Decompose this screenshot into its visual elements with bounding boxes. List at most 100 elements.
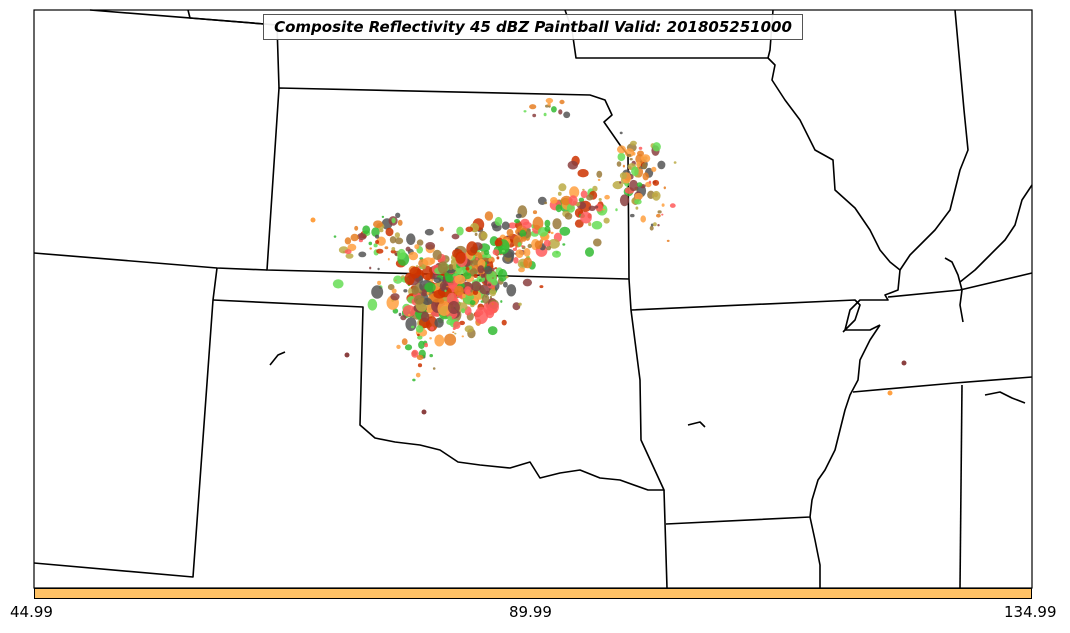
- paintball-blob: [377, 267, 380, 271]
- paintball-blob: [594, 205, 599, 209]
- paintball-blob: [371, 227, 380, 237]
- paintball-blob: [393, 275, 403, 284]
- paintball-blob: [390, 293, 400, 301]
- paintball-blob: [466, 241, 478, 256]
- paintball-blob: [462, 293, 466, 299]
- paintball-blob: [425, 242, 436, 250]
- paintball-blob: [650, 223, 654, 227]
- paintball-blob: [421, 265, 433, 281]
- paintball-blob: [559, 99, 565, 105]
- paintball-blob: [548, 238, 560, 249]
- paintball-blob: [488, 301, 499, 313]
- paintball-blob: [469, 300, 476, 306]
- paintball-blob: [369, 266, 372, 270]
- paintball-blob: [567, 160, 578, 170]
- paintball-blob: [416, 354, 424, 360]
- paintball-blob: [422, 297, 433, 306]
- paintball-blob: [523, 248, 531, 257]
- paintball-blob: [439, 281, 449, 292]
- paintball-blob: [354, 225, 359, 231]
- paintball-blob: [648, 180, 652, 184]
- paintball-blob: [452, 331, 455, 334]
- paintball-blob: [403, 289, 408, 293]
- paintball-blob: [512, 247, 518, 251]
- paintball-blob: [391, 217, 396, 224]
- paintball-blob: [629, 158, 633, 161]
- paintball-blob: [437, 261, 448, 275]
- paintball-blob: [465, 226, 474, 233]
- paintball-blob: [636, 161, 642, 167]
- paintball-speck: [310, 217, 316, 223]
- paintball-blob: [394, 252, 398, 256]
- paintball-blob: [497, 269, 508, 282]
- paintball-blob: [580, 211, 592, 224]
- paintball-blob: [454, 332, 457, 335]
- paintball-blob: [444, 289, 447, 293]
- paintball-blob: [602, 208, 605, 211]
- paintball-blob: [552, 250, 561, 258]
- paintball-blob: [453, 321, 461, 329]
- paintball-blob: [652, 179, 660, 186]
- paintball-blob: [375, 234, 380, 239]
- paintball-blob: [558, 183, 567, 192]
- paintball-blob: [344, 237, 352, 245]
- paintball-blob: [373, 243, 378, 248]
- paintball-blob: [448, 264, 454, 271]
- paintball-blob: [484, 211, 494, 221]
- paintball-blob: [394, 237, 404, 245]
- paintball-blob: [604, 194, 610, 200]
- paintball-blob: [673, 161, 677, 164]
- paintball-blob: [534, 240, 543, 250]
- colorbar-tick-max: 134.99: [1004, 603, 1057, 621]
- paintball-blob: [405, 246, 411, 252]
- paintball-blob: [479, 284, 491, 295]
- paintball-blob: [588, 222, 592, 227]
- paintball-blob: [652, 190, 661, 201]
- paintball-blob: [617, 152, 626, 162]
- paintball-blob: [367, 298, 378, 311]
- paintball-blob: [577, 169, 589, 178]
- paintball-blob: [396, 344, 401, 349]
- paintball-blob: [494, 216, 503, 226]
- paintball-blob: [622, 164, 626, 168]
- paintball-blob: [410, 325, 415, 329]
- paintball-blob: [384, 246, 389, 250]
- paintball-blob: [400, 315, 407, 321]
- paintball-blob: [474, 306, 489, 324]
- paintball-blob: [454, 285, 464, 296]
- reflectivity-paintball: [310, 97, 907, 415]
- paintball-blob: [653, 222, 657, 227]
- paintball-blob: [564, 212, 573, 220]
- paintball-blob: [409, 266, 421, 279]
- paintball-blob: [636, 182, 643, 187]
- paintball-blob: [358, 251, 367, 258]
- paintball-blob: [480, 273, 485, 278]
- paintball-blob: [649, 225, 654, 231]
- paintball-blob: [518, 267, 525, 273]
- paintball-blob: [521, 236, 527, 242]
- arkansas-border: [665, 324, 881, 525]
- paintball-blob: [395, 212, 401, 218]
- paintball-blob: [414, 244, 420, 250]
- paintball-blob: [421, 264, 426, 270]
- paintball-blob: [506, 228, 514, 237]
- oklahoma-border: [212, 278, 665, 491]
- paintball-blob: [661, 203, 665, 207]
- paintball-blob: [446, 285, 449, 288]
- paintball-blob: [481, 294, 490, 304]
- paintball-blob: [652, 142, 661, 152]
- paintball-blob: [626, 153, 632, 157]
- paintball-blob: [617, 145, 626, 154]
- paintball-blob: [350, 233, 359, 242]
- paintball-blob: [634, 192, 643, 200]
- paintball-blob: [475, 257, 479, 261]
- paintball-blob: [391, 288, 397, 294]
- paintball-blob: [404, 344, 413, 351]
- paintball-blob: [657, 210, 662, 214]
- paintball-blob: [377, 280, 382, 285]
- paintball-blob: [357, 233, 367, 240]
- paintball-blob: [471, 281, 482, 292]
- paintball-blob: [634, 199, 642, 205]
- paintball-blob: [651, 166, 657, 172]
- paintball-blob: [401, 338, 408, 346]
